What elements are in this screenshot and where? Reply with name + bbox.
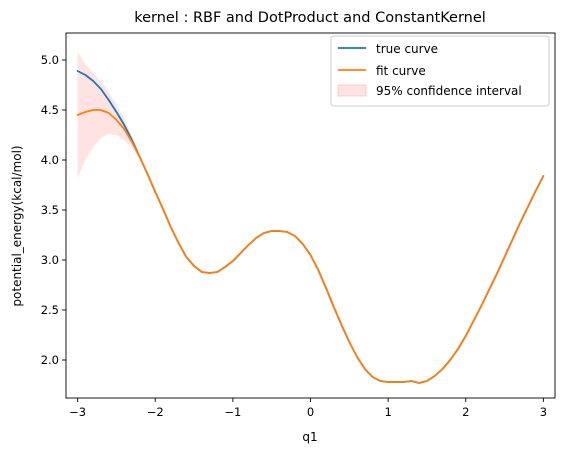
legend-label-true-curve: true curve — [376, 42, 438, 56]
y-tick-label: 2.0 — [41, 353, 59, 367]
legend-label-fit-curve: fit curve — [376, 64, 426, 78]
x-tick-label: 3 — [540, 405, 547, 419]
x-tick-label: 0 — [307, 405, 314, 419]
confidence-band — [77, 52, 148, 178]
legend-label-confidence-interval: 95% confidence interval — [376, 84, 522, 98]
x-tick-label: 2 — [462, 405, 469, 419]
x-tick-label: −2 — [147, 405, 164, 419]
x-axis-ticks: −3 −2 −1 0 1 2 3 — [69, 398, 547, 419]
chart-title: kernel : RBF and DotProduct and Constant… — [134, 10, 486, 26]
legend-swatch-confidence-interval — [337, 84, 367, 97]
x-axis-label: q1 — [302, 430, 317, 444]
y-tick-label: 3.0 — [41, 253, 59, 267]
x-tick-label: −1 — [224, 405, 241, 419]
y-axis-label: potential_energy(kcal/mol) — [10, 145, 24, 306]
y-tick-label: 2.5 — [41, 303, 59, 317]
series-layer — [76, 70, 545, 384]
confidence-band-layer — [77, 52, 148, 178]
y-tick-label: 4.5 — [41, 103, 59, 117]
series-line-true-curve — [76, 70, 545, 384]
x-tick-label: 1 — [384, 405, 391, 419]
series-line-fit-curve — [76, 109, 545, 384]
legend: true curve fit curve 95% confidence inte… — [330, 35, 550, 107]
y-tick-label: 5.0 — [41, 53, 59, 67]
y-axis-ticks: 2.0 2.5 3.0 3.5 4.0 4.5 5.0 — [41, 53, 66, 367]
legend-box — [330, 35, 550, 107]
y-tick-label: 3.5 — [41, 203, 59, 217]
x-tick-label: −3 — [69, 405, 86, 419]
y-tick-label: 4.0 — [41, 153, 59, 167]
